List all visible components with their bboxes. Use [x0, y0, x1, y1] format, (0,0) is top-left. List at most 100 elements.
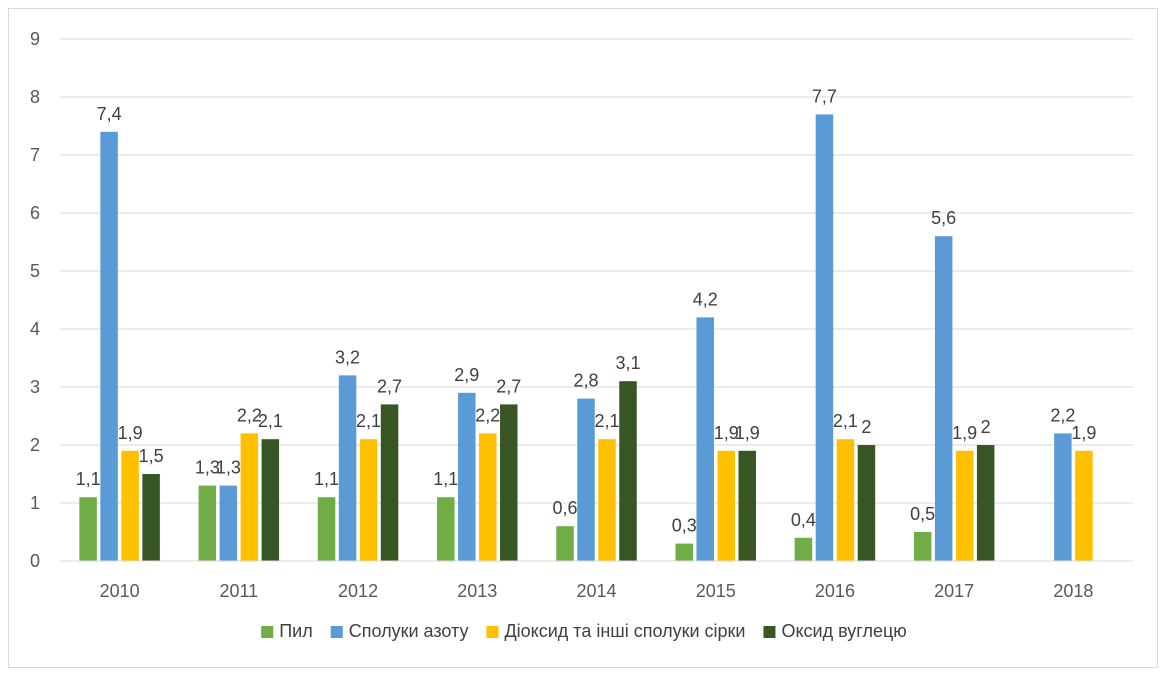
data-label: 0,6: [552, 498, 577, 518]
bar: [1054, 433, 1072, 561]
legend: Пил Сполуки азоту Діоксид та інші сполуки …: [261, 621, 907, 641]
bar: [198, 485, 217, 561]
data-label: 1,9: [714, 423, 739, 443]
data-label: 2,7: [377, 376, 402, 396]
bar: [577, 398, 595, 561]
legend-swatch: [763, 626, 776, 638]
data-label: 2,8: [573, 371, 598, 391]
data-label: 2,1: [833, 411, 858, 431]
y-tick-label: 2: [30, 435, 40, 455]
legend-label: Пил: [279, 621, 313, 641]
data-label: 2,1: [356, 411, 381, 431]
data-label: 2,1: [594, 411, 619, 431]
data-label: 1,9: [118, 423, 143, 443]
data-label: 1,1: [433, 469, 458, 489]
bar: [717, 450, 735, 561]
bar: [261, 439, 280, 561]
legend-swatch: [261, 626, 274, 638]
bar: [815, 114, 834, 562]
bar: [934, 236, 953, 561]
data-label: 2,2: [237, 405, 262, 425]
y-tick-label: 9: [30, 29, 40, 49]
bar: [913, 532, 932, 561]
y-tick-label: 3: [30, 377, 40, 397]
x-tick-label: 2010: [100, 581, 140, 601]
data-label: 1,9: [735, 423, 760, 443]
x-tick-label: 2018: [1053, 581, 1093, 601]
y-tick-label: 0: [30, 551, 40, 571]
bar: [437, 497, 455, 561]
data-label: 1,5: [139, 446, 164, 466]
data-label: 2: [861, 417, 871, 437]
data-label: 3,1: [615, 353, 640, 373]
x-tick-label: 2014: [576, 581, 616, 601]
x-tick-label: 2015: [696, 581, 736, 601]
x-tick-label: 2012: [338, 581, 378, 601]
data-label: 0,5: [910, 504, 935, 524]
y-tick-label: 8: [30, 87, 40, 107]
data-label: 7,4: [97, 104, 122, 124]
data-label: 2,2: [475, 405, 500, 425]
bar: [675, 543, 693, 561]
data-label: 7,7: [812, 86, 837, 106]
x-tick-label: 2011: [219, 581, 258, 601]
data-label: 1,1: [76, 469, 101, 489]
bar: [240, 433, 259, 561]
bar: [976, 445, 995, 561]
data-label: 1,9: [1071, 423, 1096, 443]
bar: [794, 537, 813, 561]
data-label: 2,7: [496, 376, 521, 396]
y-tick-label: 5: [30, 261, 40, 281]
data-label: 3,2: [335, 347, 360, 367]
y-tick-label: 7: [30, 145, 40, 165]
data-labels: 1,17,41,91,51,31,32,22,11,13,22,12,71,12…: [76, 86, 1097, 535]
data-label: 2,2: [1050, 405, 1075, 425]
legend-label: Сполуки азоту: [349, 621, 469, 641]
bar: [359, 439, 378, 561]
bar: [458, 392, 476, 561]
x-tick-label: 2017: [934, 581, 974, 601]
y-tick-label: 1: [30, 493, 40, 513]
data-label: 0,4: [791, 510, 816, 530]
bar: [338, 375, 357, 561]
bar: [836, 439, 855, 561]
data-label: 4,2: [693, 289, 718, 309]
data-label: 5,6: [931, 208, 956, 228]
bar: [121, 450, 139, 561]
data-label: 0,3: [672, 516, 697, 536]
x-tick-label: 2013: [457, 581, 497, 601]
bar: [500, 404, 518, 561]
bar: [219, 485, 238, 561]
bar: [317, 497, 336, 561]
data-label: 1,3: [216, 458, 241, 478]
legend-swatch: [486, 626, 499, 638]
bar: [1075, 450, 1093, 561]
bars: [79, 114, 1093, 562]
data-label: 1,9: [952, 423, 977, 443]
bar: [79, 497, 97, 561]
bar: [380, 404, 399, 561]
bar: [556, 526, 574, 561]
data-label: 2: [981, 417, 991, 437]
bar: [857, 445, 876, 561]
bar: [738, 450, 756, 561]
legend-label: Діоксид та інші сполуки сірки: [504, 621, 745, 641]
bar: [142, 474, 160, 561]
bar: [479, 433, 497, 561]
bar: [696, 317, 714, 561]
bar: [598, 439, 616, 561]
y-tick-label: 6: [30, 203, 40, 223]
data-label: 1,3: [195, 458, 220, 478]
legend-label: Оксид вуглецю: [781, 621, 906, 641]
x-tick-label: 2016: [815, 581, 855, 601]
bar: [619, 381, 637, 561]
bar: [955, 450, 974, 561]
data-label: 2,9: [454, 365, 479, 385]
y-tick-label: 4: [30, 319, 40, 339]
bar: [100, 131, 118, 562]
data-label: 1,1: [314, 469, 339, 489]
data-label: 2,1: [258, 411, 283, 431]
legend-swatch: [330, 626, 343, 638]
